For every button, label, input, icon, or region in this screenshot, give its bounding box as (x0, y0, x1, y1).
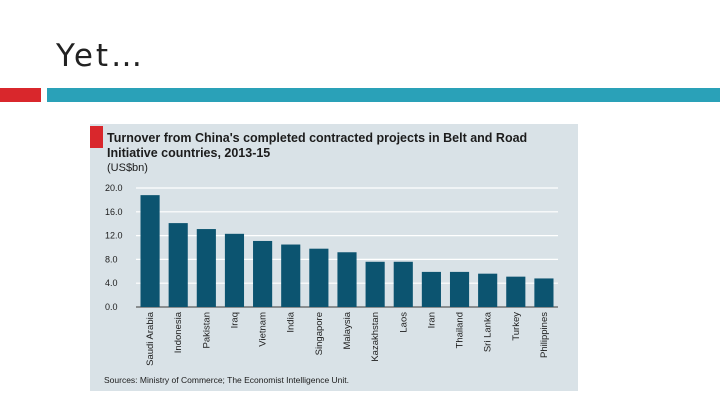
bar-kazakhstan (365, 261, 385, 307)
x-tick-label: Kazakhstan (370, 312, 381, 362)
bar-malaysia (337, 252, 357, 307)
y-tick-label: 8.0 (105, 254, 118, 264)
x-tick-label: Sri Lanka (483, 311, 494, 352)
x-tick-label: Thailand (455, 312, 466, 348)
x-tick-label: Vietnam (258, 312, 269, 347)
y-tick-label: 12.0 (105, 231, 123, 241)
y-tick-label: 0.0 (105, 302, 118, 312)
bar-philippines (534, 278, 554, 307)
y-tick-label: 20.0 (105, 183, 123, 193)
bar-chart: 0.0 4.0 8.0 12.0 16.0 20.0 Saudi Arabia Indones… (105, 183, 558, 366)
bar-singapore (309, 248, 329, 307)
x-tick-label: Turkey (511, 312, 522, 341)
y-tick-label: 4.0 (105, 278, 118, 288)
chart-source: Sources: Ministry of Commerce; The Econo… (104, 375, 350, 385)
bar-india (281, 244, 301, 307)
bar-laos (393, 261, 413, 307)
slide-title: Yet… (56, 38, 146, 74)
y-tick-label: 16.0 (105, 207, 123, 217)
x-tick-label: Iraq (229, 312, 240, 328)
x-tick-label: Iran (426, 312, 437, 328)
bar-iran (421, 271, 441, 307)
x-tick-label: Malaysia (342, 311, 353, 349)
x-tick-label: Philippines (539, 312, 550, 358)
x-tick-label: Laos (398, 312, 409, 333)
bar-turkey (506, 276, 526, 307)
bar-sri-lanka (478, 273, 498, 307)
x-tick-label: Pakistan (201, 312, 212, 348)
bar-vietnam (253, 240, 273, 307)
x-tick-label: Indonesia (173, 311, 184, 353)
accent-bar-red (0, 88, 41, 102)
chart-panel: Turnover from China's completed contract… (90, 124, 578, 391)
bar-pakistan (196, 229, 216, 307)
x-tick-label: India (286, 311, 297, 332)
accent-bar-teal (47, 88, 720, 102)
x-tick-label: Saudi Arabia (145, 311, 156, 366)
bar-iraq (224, 233, 245, 307)
bar-saudi-arabia (140, 195, 160, 307)
x-tick-label: Singapore (314, 312, 325, 355)
chart-title: Turnover from China's completed contract… (107, 131, 528, 160)
red-tag-marker (90, 126, 103, 148)
bar-indonesia (168, 223, 188, 307)
bar-thailand (449, 271, 470, 307)
chart-unit: (US$bn) (107, 162, 148, 174)
